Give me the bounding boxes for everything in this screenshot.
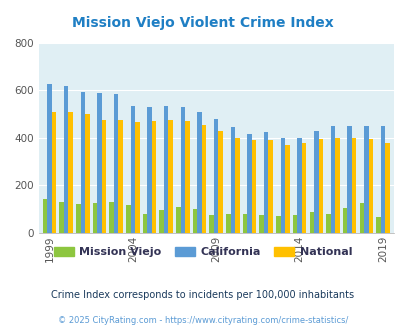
Bar xyxy=(176,207,180,233)
Bar xyxy=(234,138,239,233)
Bar xyxy=(259,215,263,233)
Bar xyxy=(368,139,372,233)
Bar xyxy=(168,120,173,233)
Bar xyxy=(192,209,197,233)
Legend: Mission Viejo, California, National: Mission Viejo, California, National xyxy=(49,243,356,262)
Bar xyxy=(226,214,230,233)
Bar xyxy=(92,203,97,233)
Bar xyxy=(230,127,234,233)
Bar xyxy=(43,199,47,233)
Bar xyxy=(313,131,318,233)
Bar xyxy=(375,217,380,233)
Bar xyxy=(268,140,272,233)
Bar xyxy=(296,138,301,233)
Bar xyxy=(76,204,80,233)
Bar xyxy=(301,143,306,233)
Bar xyxy=(263,132,268,233)
Bar xyxy=(363,126,368,233)
Bar xyxy=(151,121,156,233)
Bar xyxy=(251,140,256,233)
Bar xyxy=(85,114,89,233)
Bar xyxy=(197,112,201,233)
Text: Crime Index corresponds to incidents per 100,000 inhabitants: Crime Index corresponds to incidents per… xyxy=(51,290,354,300)
Bar xyxy=(292,215,296,233)
Bar xyxy=(101,120,106,233)
Bar xyxy=(380,126,384,233)
Bar xyxy=(159,210,164,233)
Bar xyxy=(185,121,189,233)
Bar xyxy=(59,202,64,233)
Bar xyxy=(51,112,56,233)
Bar xyxy=(126,205,130,233)
Bar xyxy=(335,138,339,233)
Bar xyxy=(284,145,289,233)
Bar xyxy=(80,91,85,233)
Bar xyxy=(201,125,206,233)
Bar xyxy=(47,84,51,233)
Bar xyxy=(330,126,335,233)
Bar xyxy=(242,214,247,233)
Bar xyxy=(68,112,72,233)
Bar xyxy=(213,119,218,233)
Bar xyxy=(143,214,147,233)
Bar xyxy=(130,106,135,233)
Text: Mission Viejo Violent Crime Index: Mission Viejo Violent Crime Index xyxy=(72,16,333,30)
Bar xyxy=(247,134,251,233)
Bar xyxy=(280,138,284,233)
Bar xyxy=(359,203,363,233)
Bar xyxy=(325,214,330,233)
Bar xyxy=(309,213,313,233)
Bar xyxy=(209,215,213,233)
Bar xyxy=(113,94,118,233)
Text: © 2025 CityRating.com - https://www.cityrating.com/crime-statistics/: © 2025 CityRating.com - https://www.city… xyxy=(58,315,347,325)
Bar xyxy=(147,107,151,233)
Bar xyxy=(135,122,139,233)
Bar xyxy=(275,216,280,233)
Bar xyxy=(118,120,123,233)
Bar xyxy=(342,208,347,233)
Bar xyxy=(347,126,351,233)
Bar xyxy=(64,85,68,233)
Bar xyxy=(384,143,389,233)
Bar xyxy=(109,202,113,233)
Bar xyxy=(97,93,101,233)
Bar xyxy=(164,106,168,233)
Bar xyxy=(180,107,185,233)
Bar xyxy=(351,138,356,233)
Bar xyxy=(318,139,322,233)
Bar xyxy=(218,131,222,233)
